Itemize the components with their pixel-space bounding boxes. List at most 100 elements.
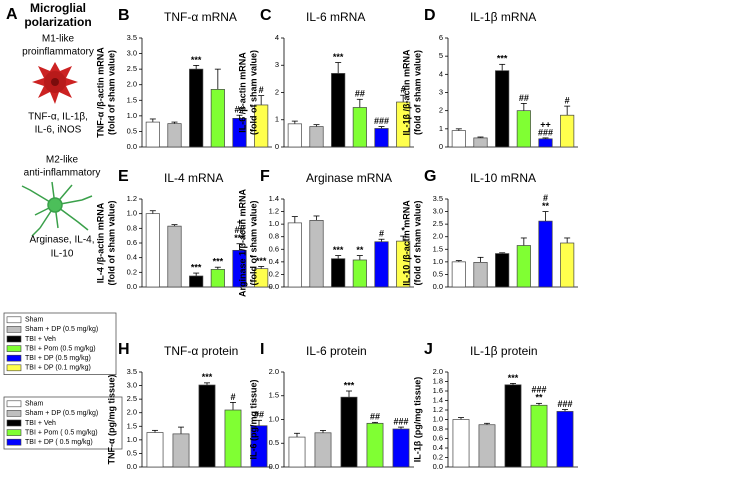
panel-letter: H — [118, 341, 130, 358]
legend-label: TBI + DP (0.5 mg/kg) — [25, 355, 91, 362]
significance-label: *** — [333, 245, 344, 255]
y-axis-label: IL-6 (pg/mg tissue) — [248, 379, 258, 459]
y-tick-label: 2.0 — [127, 80, 137, 89]
bar-group — [210, 68, 225, 148]
significance-label: ** — [535, 393, 543, 403]
legend-swatch — [6, 345, 22, 352]
bar-group — [340, 390, 358, 468]
bar — [145, 213, 160, 288]
bar — [210, 89, 225, 148]
m2-markers: Arginase, IL-4, — [29, 235, 94, 246]
y-tick-label: 1.0 — [433, 257, 443, 266]
y-tick-label: 2.5 — [127, 394, 137, 403]
chart-title: IL-10 mRNA — [470, 171, 536, 185]
bar — [254, 104, 269, 148]
significance-label: # — [259, 85, 264, 95]
m1-label: M1-like — [42, 34, 75, 45]
significance-label: *** — [234, 233, 245, 243]
chart-title: IL-1β mRNA — [470, 10, 536, 24]
bar — [198, 384, 216, 468]
bar — [352, 259, 367, 288]
y-tick-label: 2.0 — [269, 367, 279, 376]
bar-group — [189, 272, 204, 288]
heading: Microglial — [30, 1, 86, 15]
bar — [374, 241, 389, 288]
y-tick-label: 1.0 — [269, 414, 279, 423]
panel-letter: F — [260, 168, 270, 185]
bar — [224, 409, 242, 468]
bar-group — [495, 63, 510, 148]
bar-group — [167, 121, 182, 148]
significance-label: *** — [191, 262, 202, 272]
bar — [452, 419, 470, 468]
bar-group — [530, 402, 548, 468]
m2-label: M2-like — [46, 155, 79, 166]
y-tick-label: 1 — [439, 124, 443, 133]
y-axis-label: (fold of sham value) — [412, 200, 422, 285]
m2-markers: IL-10 — [51, 249, 74, 260]
bar-group — [392, 426, 410, 468]
bar-group — [504, 382, 522, 468]
m1-markers: TNF-α, IL-1β, — [28, 112, 88, 123]
y-tick-label: 3.5 — [433, 194, 443, 203]
significance-label: ## — [355, 89, 365, 99]
significance-label: *** — [344, 380, 355, 390]
y-tick-label: 0.4 — [433, 443, 443, 452]
y-tick-label: 0.0 — [269, 282, 279, 291]
y-tick-label: 0.2 — [269, 269, 279, 278]
bar — [167, 123, 182, 148]
bar-group — [224, 401, 242, 468]
bar-group — [198, 382, 216, 468]
bar-group — [374, 126, 389, 148]
y-tick-label: 1.2 — [269, 207, 279, 216]
panel-letter: D — [424, 7, 436, 24]
bar-group — [232, 114, 247, 148]
bar-group — [145, 118, 160, 148]
significance-label: ++ — [540, 119, 551, 129]
y-tick-label: 0.5 — [127, 126, 137, 135]
bar — [530, 404, 548, 468]
panel-letter: B — [118, 7, 130, 24]
bar-group — [210, 266, 225, 288]
y-tick-label: 0 — [439, 142, 443, 151]
bar-group — [478, 422, 496, 468]
y-tick-label: 1.0 — [269, 219, 279, 228]
y-tick-label: 0.5 — [127, 448, 137, 457]
y-tick-label: 1.0 — [127, 209, 137, 218]
bar — [309, 220, 324, 288]
y-tick-label: 0.0 — [433, 462, 443, 471]
chart-title: IL-6 protein — [306, 344, 367, 358]
y-tick-label: 0.5 — [269, 438, 279, 447]
bar — [396, 101, 411, 148]
y-tick-label: 0.6 — [127, 238, 137, 247]
chart-title: TNF-α mRNA — [164, 10, 237, 24]
bar — [331, 73, 346, 148]
significance-label: *** — [256, 256, 267, 266]
bar — [172, 433, 190, 468]
y-tick-label: 0.2 — [433, 452, 443, 461]
heading: polarization — [24, 15, 91, 29]
y-tick-label: 6 — [439, 33, 443, 42]
bar-group — [288, 432, 306, 468]
y-tick-label: 1.0 — [127, 111, 137, 120]
y-axis-label: IL-1β (pg/mg tissue) — [412, 377, 422, 463]
bar — [473, 137, 488, 148]
significance-label: ## — [234, 105, 244, 115]
legend-label: TBI + Veh — [25, 420, 56, 427]
significance-label: *** — [191, 55, 202, 65]
bar — [288, 436, 306, 468]
y-tick-label: 2.0 — [433, 367, 443, 376]
y-tick-label: 0.0 — [127, 282, 137, 291]
y-tick-label: 1.2 — [433, 405, 443, 414]
y-tick-label: 1.5 — [127, 421, 137, 430]
y-axis-label: Arginase 1/β-actin mRNA — [237, 188, 247, 297]
chart-title: TNF-α protein — [164, 344, 238, 358]
bar — [538, 138, 553, 148]
bar — [189, 68, 204, 148]
bar — [340, 396, 358, 468]
m1-cell — [32, 62, 78, 104]
y-tick-label: 5 — [439, 51, 443, 60]
bar — [232, 117, 247, 148]
y-tick-label: 3.0 — [127, 49, 137, 58]
